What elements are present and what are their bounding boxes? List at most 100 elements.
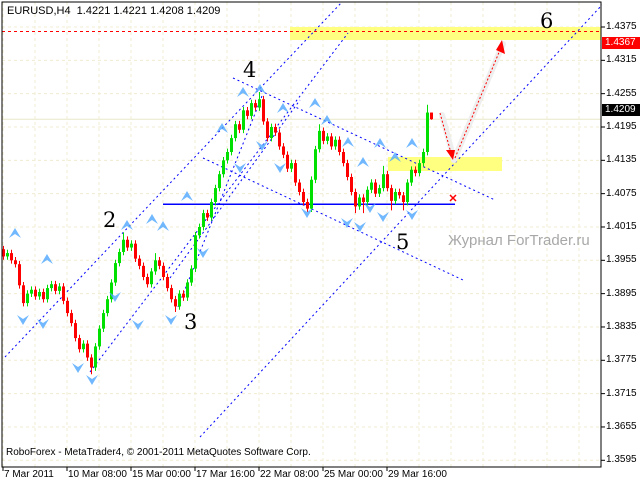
candle-body <box>46 288 49 300</box>
candle <box>62 283 65 305</box>
cross-icon <box>449 194 457 202</box>
candle <box>6 249 9 260</box>
candle-body <box>254 103 257 108</box>
time-tick-label: 17 Mar 16:00 <box>196 469 255 480</box>
candle-body <box>74 323 77 339</box>
candle-body <box>410 169 413 183</box>
candle <box>266 118 269 142</box>
candle-body <box>138 258 141 266</box>
candle-body <box>166 276 169 289</box>
price-tick-label: 1.4075 <box>606 187 637 199</box>
candle-body <box>146 276 149 285</box>
candle <box>110 279 113 303</box>
candle-body <box>310 179 313 209</box>
candle <box>326 133 329 145</box>
candle <box>262 95 265 125</box>
candle-body <box>58 286 61 291</box>
candle <box>94 343 97 371</box>
candle <box>286 151 289 172</box>
candle <box>310 176 313 212</box>
candle <box>190 265 193 286</box>
target-zone-upper <box>290 27 601 40</box>
candle-body <box>346 163 349 177</box>
candle <box>66 297 69 317</box>
candle <box>282 143 285 159</box>
candle-body <box>306 201 309 209</box>
candle <box>238 120 241 134</box>
candle-body <box>26 293 29 304</box>
channel-line <box>169 99 301 279</box>
plot-frame <box>1 1 602 468</box>
candle-body <box>334 139 337 147</box>
fractal-up-icon <box>181 191 193 201</box>
fractal-down-icon <box>86 375 98 385</box>
fractal-down-icon <box>274 163 286 173</box>
candle-body <box>366 189 369 202</box>
candle <box>26 290 29 307</box>
candle <box>390 184 393 211</box>
candle <box>142 262 145 281</box>
candle <box>246 106 249 120</box>
price-tick-label: 1.3895 <box>606 287 637 299</box>
candle-body <box>302 191 305 202</box>
candle <box>298 179 301 196</box>
candle <box>226 148 229 164</box>
channel-lines <box>4 1 603 438</box>
candle-body <box>18 264 21 286</box>
fractal-up-icon <box>309 98 321 108</box>
candle-body <box>186 282 189 298</box>
candle <box>98 325 101 350</box>
candle-body <box>42 291 45 300</box>
price-tick-label: 1.3655 <box>606 420 637 432</box>
candle-body <box>354 191 357 207</box>
candle <box>2 245 5 260</box>
candle-body <box>86 343 89 358</box>
fractal-down-icon <box>341 218 353 228</box>
candle <box>214 184 217 206</box>
candle-body <box>278 132 281 147</box>
price-tick-label: 1.4195 <box>606 120 637 132</box>
candle <box>270 123 273 142</box>
candle <box>278 129 281 150</box>
candle <box>106 295 109 317</box>
candle <box>34 286 37 300</box>
candle-body <box>258 99 261 108</box>
candle <box>402 191 405 211</box>
candle-body <box>370 182 373 190</box>
candle-body <box>162 265 165 277</box>
candle-body <box>66 300 69 314</box>
candle-body <box>206 213 209 218</box>
wave-label-3: 3 <box>184 310 198 334</box>
candle-body <box>70 313 73 324</box>
fractal-up-icon <box>146 214 158 224</box>
candle <box>258 91 261 111</box>
candle-body <box>78 338 81 350</box>
price-tick-label: 1.3715 <box>606 387 637 399</box>
candle <box>354 188 357 214</box>
wave-label-2: 2 <box>103 208 117 232</box>
candle-body <box>234 124 237 139</box>
candle <box>250 99 253 120</box>
candle <box>318 124 321 153</box>
candle <box>70 309 73 327</box>
candle-body <box>2 249 5 257</box>
fractal-up-icon <box>237 87 249 97</box>
candle-body <box>170 288 173 300</box>
candle-body <box>30 289 33 294</box>
candle-body <box>190 268 193 283</box>
candle <box>350 173 353 196</box>
candle-body <box>54 284 57 291</box>
candle <box>254 99 257 111</box>
candle <box>74 319 77 342</box>
candle <box>330 133 333 150</box>
candle <box>118 248 121 267</box>
candle-body <box>82 343 85 350</box>
candle <box>346 159 349 181</box>
candle <box>230 134 233 156</box>
candle-body <box>122 239 125 252</box>
wave-label-4: 4 <box>243 58 257 82</box>
candle <box>234 120 237 142</box>
candle <box>314 145 317 184</box>
